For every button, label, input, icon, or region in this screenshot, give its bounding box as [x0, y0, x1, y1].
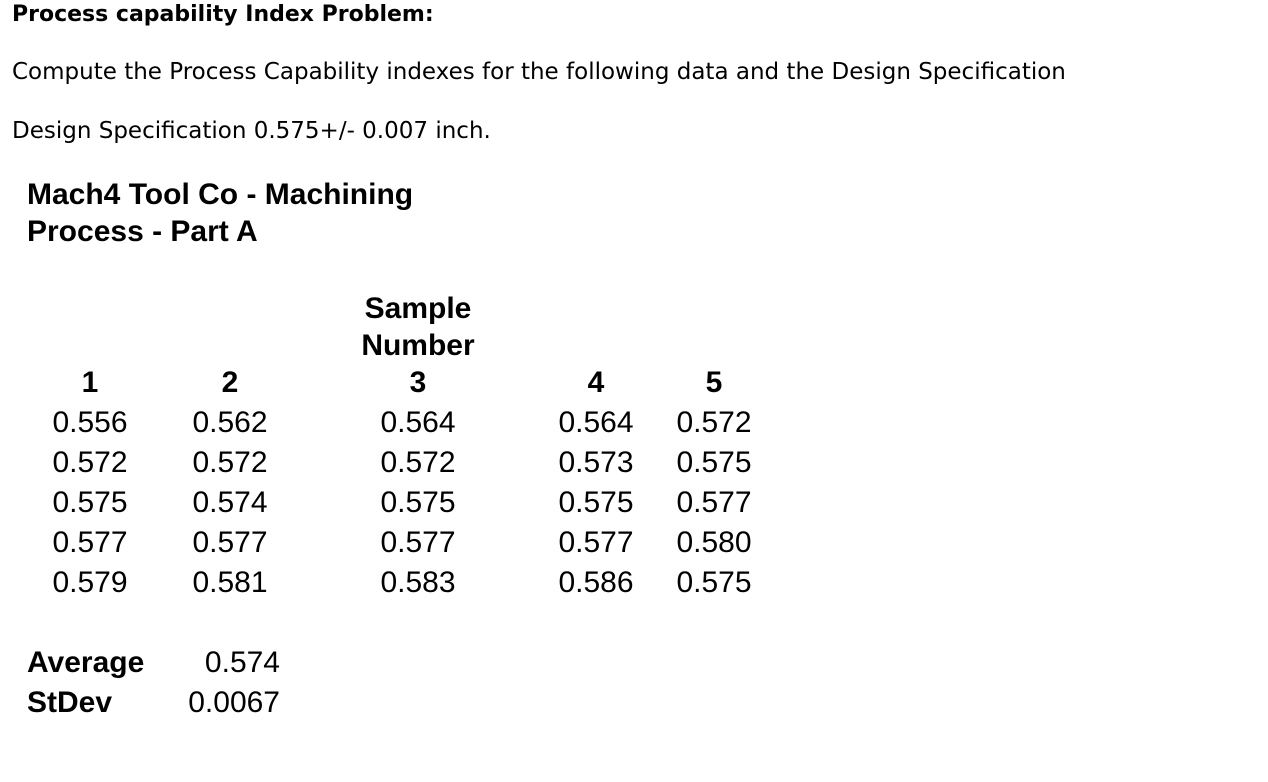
- table-cell: 0.577: [380, 526, 456, 559]
- table-cell: 0.577: [52, 526, 128, 559]
- sheet-title: Mach4 Tool Co - Machining Process - Part…: [27, 176, 467, 250]
- table-cell: 0.579: [52, 566, 128, 599]
- table-cell: 0.562: [192, 406, 268, 439]
- table-cell: 0.564: [558, 406, 634, 439]
- table-cell: 0.575: [380, 486, 456, 519]
- table-cell: 0.564: [380, 406, 456, 439]
- table-cell: 0.577: [676, 486, 752, 519]
- table-cell: 0.573: [558, 446, 634, 479]
- table-cell: 0.572: [192, 446, 268, 479]
- table-cell: 0.575: [52, 486, 128, 519]
- average-value: 0.574: [204, 646, 280, 679]
- table-cell: 0.572: [52, 446, 128, 479]
- table-cell: 0.575: [558, 486, 634, 519]
- table-cell: 0.572: [380, 446, 456, 479]
- sheet-title-text: Mach4 Tool Co - Machining Process - Part…: [27, 178, 414, 248]
- problem-title: Process capability Index Problem:: [12, 2, 434, 27]
- table-cell: 0.575: [676, 566, 752, 599]
- table-cell: 0.574: [192, 486, 268, 519]
- table-cell: 0.572: [676, 406, 752, 439]
- column-header-5: 5: [705, 366, 723, 399]
- column-header-4: 4: [587, 366, 605, 399]
- table-cell: 0.586: [558, 566, 634, 599]
- table-cell: 0.575: [676, 446, 752, 479]
- sample-number-header: Sample Number: [361, 292, 475, 362]
- column-header-3: 3: [409, 366, 427, 399]
- column-header-1: 1: [81, 366, 99, 399]
- table-cell: 0.583: [380, 566, 456, 599]
- column-header-2: 2: [221, 366, 239, 399]
- stdev-label: StDev: [27, 686, 113, 719]
- table-cell: 0.556: [52, 406, 128, 439]
- stdev-value: 0.0067: [188, 686, 280, 719]
- table-cell: 0.577: [192, 526, 268, 559]
- table-cell: 0.577: [558, 526, 634, 559]
- design-specification: Design Specification 0.575+/- 0.007 inch…: [12, 118, 491, 144]
- average-label: Average: [27, 646, 145, 679]
- table-cell: 0.581: [192, 566, 268, 599]
- problem-instruction: Compute the Process Capability indexes f…: [12, 59, 1066, 85]
- table-cell: 0.580: [676, 526, 752, 559]
